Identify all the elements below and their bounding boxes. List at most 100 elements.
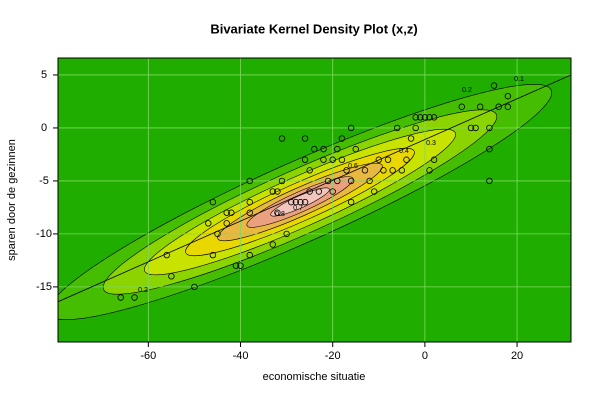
data-point: [315, 188, 323, 195]
x-tick-label: -20: [325, 350, 341, 362]
contour-label: 0.4: [399, 148, 409, 155]
data-point: [278, 135, 286, 142]
data-point: [398, 167, 406, 174]
data-point: [486, 177, 493, 185]
density-surface: [58, 84, 553, 320]
data-point: [228, 209, 235, 216]
x-axis-label: economische situatie: [263, 371, 366, 383]
data-point: [168, 273, 175, 280]
data-point: [394, 124, 401, 132]
data-point: [283, 230, 290, 238]
data-point: [412, 114, 419, 121]
data-point: [274, 209, 281, 216]
x-tick-label: -60: [140, 350, 156, 362]
data-point: [490, 82, 498, 89]
data-point: [421, 114, 429, 121]
data-point: [223, 209, 230, 216]
data-point: [306, 188, 313, 195]
data-point: [486, 124, 493, 132]
data-point: [426, 167, 433, 174]
data-point: [205, 220, 212, 227]
data-point: [334, 177, 341, 185]
data-point: [209, 198, 217, 206]
data-point: [430, 156, 438, 163]
data-point: [347, 177, 355, 185]
data-point: [380, 167, 387, 174]
data-point: [467, 124, 475, 132]
contour: [270, 187, 330, 217]
data-point: [334, 145, 341, 153]
data-point: [306, 167, 313, 174]
data-point: [366, 177, 373, 185]
data-point: [338, 156, 346, 163]
y-tick-label: -10: [36, 228, 52, 240]
data-point: [412, 124, 419, 132]
data-point: [347, 198, 355, 206]
contour-label: 0.1: [514, 76, 524, 83]
data-point: [223, 220, 230, 227]
data-point: [476, 103, 484, 110]
data-point: [117, 294, 124, 301]
data-point: [131, 294, 138, 301]
data-point: [301, 198, 309, 206]
x-tick-label: -40: [233, 350, 249, 362]
data-point: [278, 177, 286, 185]
data-point: [430, 114, 438, 121]
data-point: [324, 177, 332, 185]
data-point: [246, 177, 253, 185]
data-point: [375, 156, 382, 163]
data-point: [472, 124, 479, 132]
data-point: [214, 230, 221, 238]
data-point: [389, 167, 396, 174]
y-tick-label: -5: [39, 175, 49, 187]
contour-label: 0.3: [426, 140, 436, 147]
data-point: [329, 156, 336, 163]
contour-label: 0.7: [293, 205, 303, 212]
data-point: [269, 241, 276, 248]
data-point: [495, 103, 502, 110]
contour-label: 0.8: [275, 211, 285, 218]
data-point: [361, 167, 369, 174]
data-point: [486, 145, 493, 153]
x-tick-label: 0: [422, 350, 428, 362]
data-point: [191, 283, 198, 291]
y-tick-label: 0: [41, 122, 47, 134]
data-point: [209, 251, 217, 259]
data-point: [352, 145, 359, 153]
data-point: [320, 156, 327, 163]
contour-label: 0.2: [138, 287, 148, 294]
data-point: [407, 135, 415, 142]
data-point: [458, 103, 465, 110]
data-point: [297, 198, 304, 206]
chart-title: Bivariate Kernel Density Plot (x,z): [210, 21, 417, 36]
contour-label: 0.6: [348, 163, 358, 170]
data-point: [301, 135, 309, 142]
data-point: [504, 92, 512, 100]
data-point: [417, 114, 424, 121]
x-tick-label: 20: [511, 350, 523, 362]
data-point: [163, 251, 170, 259]
data-point: [301, 156, 309, 163]
data-point: [269, 188, 276, 195]
data-point: [246, 209, 253, 216]
data-point: [237, 262, 244, 269]
data-point: [246, 198, 253, 206]
data-point: [274, 188, 281, 195]
data-point: [504, 103, 512, 110]
data-point: [338, 135, 346, 142]
data-point: [384, 156, 392, 163]
contour-label: 0.2: [462, 87, 472, 94]
data-point: [246, 251, 253, 259]
data-point: [288, 198, 295, 206]
data-point: [347, 124, 355, 132]
y-tick-label: -15: [36, 281, 52, 293]
regression-line: [58, 74, 571, 303]
plot-border: [57, 57, 572, 343]
y-axis-label: sparen door de gezinnen: [6, 139, 18, 261]
data-point: [320, 145, 327, 153]
data-point: [232, 262, 240, 269]
data-point: [370, 188, 378, 195]
data-point: [292, 198, 300, 206]
data-point: [426, 114, 433, 121]
